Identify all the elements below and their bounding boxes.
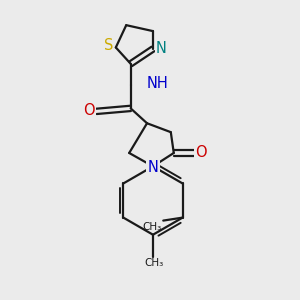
Text: N: N [156,40,167,56]
Text: N: N [148,160,158,175]
Text: S: S [104,38,113,53]
Text: CH₃: CH₃ [142,222,162,232]
Text: O: O [196,145,207,160]
Text: CH₃: CH₃ [145,259,164,269]
Text: NH: NH [147,76,169,91]
Text: O: O [83,103,95,118]
